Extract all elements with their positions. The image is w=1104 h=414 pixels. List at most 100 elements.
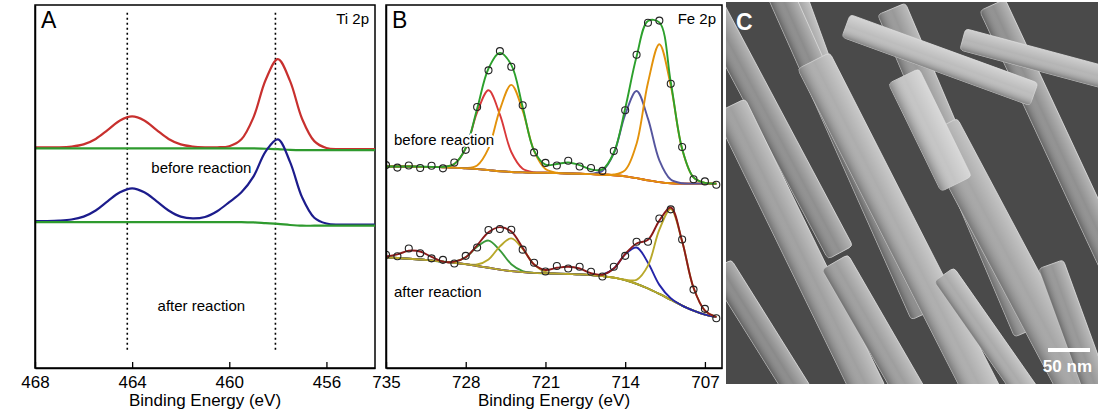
scale-bar-label: 50 nm xyxy=(1043,357,1092,376)
marker-series xyxy=(386,206,720,322)
data-point xyxy=(690,286,697,293)
tick-label: 707 xyxy=(691,373,719,392)
data-point xyxy=(496,48,503,55)
nanorod-shade xyxy=(726,260,811,384)
data-point xyxy=(496,225,503,232)
data-point xyxy=(576,263,583,270)
tick-label: 735 xyxy=(372,373,400,392)
fit-line xyxy=(386,209,716,317)
axis-line xyxy=(36,368,376,370)
nanorod xyxy=(822,255,938,384)
axis-line xyxy=(387,368,723,370)
data-point xyxy=(622,107,629,114)
data-point xyxy=(485,227,492,234)
data-point xyxy=(690,176,697,183)
nanorod-body xyxy=(726,260,811,384)
y-axis xyxy=(386,6,387,369)
series-label: before reaction xyxy=(394,131,494,148)
fit-line xyxy=(386,90,716,183)
tick-label: 714 xyxy=(611,373,639,392)
data-point xyxy=(610,147,617,154)
panel: 468464460456before reactionafter reactio… xyxy=(21,5,375,410)
data-point xyxy=(417,250,424,257)
data-point xyxy=(667,80,674,87)
data-point xyxy=(644,19,651,26)
plot-frame xyxy=(35,5,375,368)
nanorod-shade xyxy=(822,255,938,384)
tick: 721 xyxy=(532,362,560,392)
data-point xyxy=(701,305,708,312)
data-point xyxy=(701,178,708,185)
data-point xyxy=(542,159,549,166)
fit-line xyxy=(35,148,375,150)
data-point xyxy=(394,164,401,171)
fit-line xyxy=(386,247,716,317)
data-point xyxy=(474,244,481,251)
data-point xyxy=(599,167,606,174)
tick-label: 464 xyxy=(118,373,146,392)
data-point xyxy=(622,252,629,259)
series-label: before reaction xyxy=(151,159,251,176)
data-point xyxy=(508,226,515,233)
data-point xyxy=(656,215,663,222)
nanorod-body xyxy=(1039,260,1098,384)
tick-label: 460 xyxy=(216,373,244,392)
tick: 456 xyxy=(313,362,341,392)
nanorod-shade xyxy=(960,29,1098,92)
data-point xyxy=(565,157,572,164)
nanorod xyxy=(726,260,811,384)
nanorod-body xyxy=(960,29,1098,92)
data-point xyxy=(713,181,720,188)
nanorod-body xyxy=(822,255,938,384)
nanorod-body xyxy=(888,69,971,192)
nanorod xyxy=(888,69,971,192)
fit-line xyxy=(386,257,716,317)
plot-frame xyxy=(386,5,722,368)
plot-area xyxy=(35,12,375,350)
scale-bar xyxy=(1048,348,1090,352)
x-axis: 468464460456 xyxy=(21,362,375,392)
data-point xyxy=(508,63,515,70)
y-axis xyxy=(35,6,36,369)
data-point xyxy=(576,163,583,170)
data-point xyxy=(405,162,412,169)
data-point xyxy=(667,206,674,213)
nanorod xyxy=(960,29,1098,92)
tick-mark xyxy=(229,362,230,368)
panel: 735728721714707before reactionafter reac… xyxy=(372,5,722,410)
sem-image xyxy=(726,2,1098,384)
tick: 464 xyxy=(118,362,146,392)
fit-line xyxy=(35,222,375,226)
data-point xyxy=(451,260,458,267)
tick-mark xyxy=(132,362,133,368)
data-point xyxy=(428,255,435,262)
panel-title: Fe 2p xyxy=(678,10,716,27)
series-label: after reaction xyxy=(394,283,482,300)
data-point xyxy=(553,262,560,269)
data-point xyxy=(553,162,560,169)
data-point xyxy=(531,259,538,266)
data-point xyxy=(474,104,481,111)
nanorod-shade xyxy=(934,268,1045,384)
tick-mark xyxy=(326,362,327,368)
axis-title: Binding Energy (eV) xyxy=(478,391,630,410)
figure: 468464460456before reactionafter reactio… xyxy=(0,0,1104,414)
tick: 707 xyxy=(691,362,719,392)
data-point xyxy=(519,102,526,109)
panel-letter: B xyxy=(392,7,407,33)
nanorod xyxy=(1039,260,1098,384)
nanorod-shade xyxy=(1039,260,1098,384)
axis-title: Binding Energy (eV) xyxy=(129,391,281,410)
data-point xyxy=(599,273,606,280)
data-point xyxy=(542,268,549,275)
fit-line xyxy=(386,241,716,318)
fit-line xyxy=(386,44,716,183)
data-point xyxy=(417,164,424,171)
data-point xyxy=(713,315,720,322)
fit-line xyxy=(386,238,716,317)
tick-mark xyxy=(705,362,706,368)
data-point xyxy=(588,268,595,275)
data-point xyxy=(439,256,446,263)
axis-line xyxy=(35,6,37,369)
tick-label: 721 xyxy=(532,373,560,392)
